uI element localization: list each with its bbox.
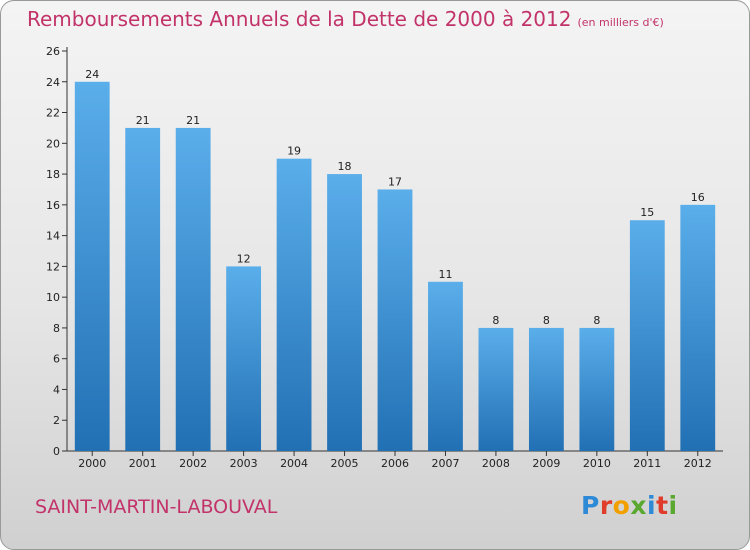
logo-letter: i	[647, 491, 657, 520]
chart-title-unit: (en milliers d'€)	[577, 16, 664, 29]
x-tick-label: 2002	[179, 457, 207, 470]
bar-2012	[680, 204, 716, 451]
bar-2008	[478, 327, 514, 451]
bar-2009	[528, 327, 564, 451]
bar-2010	[579, 327, 615, 451]
y-tick-label: 8	[53, 322, 60, 335]
bar-value-label: 17	[388, 175, 402, 188]
x-tick-label: 2005	[331, 457, 359, 470]
bar-value-label: 8	[492, 314, 499, 327]
y-tick-label: 24	[46, 76, 60, 89]
y-tick-label: 26	[46, 45, 60, 58]
bar-value-label: 16	[691, 191, 705, 204]
bar-2006	[377, 189, 413, 451]
bar-value-label: 21	[186, 114, 200, 127]
y-tick-label: 16	[46, 199, 60, 212]
y-tick-label: 10	[46, 291, 60, 304]
logo-letter: P	[581, 491, 600, 520]
x-tick-label: 2004	[280, 457, 308, 470]
chart-title-main: Remboursements Annuels de la Dette de 20…	[27, 7, 572, 31]
y-tick-label: 22	[46, 107, 60, 120]
logo-letter: r	[599, 491, 613, 520]
bar-2007	[428, 281, 463, 451]
bar-value-label: 8	[593, 314, 600, 327]
x-tick-label: 2007	[431, 457, 459, 470]
x-tick-label: 2012	[684, 457, 712, 470]
y-tick-label: 18	[46, 168, 60, 181]
chart-title: Remboursements Annuels de la Dette de 20…	[27, 7, 664, 31]
logo-letter: t	[656, 491, 669, 520]
logo-letter: i	[668, 491, 678, 520]
y-tick-label: 14	[46, 230, 60, 243]
x-tick-label: 2008	[482, 457, 510, 470]
bar-value-label: 24	[85, 68, 99, 81]
x-tick-label: 2006	[381, 457, 409, 470]
x-tick-label: 2010	[583, 457, 611, 470]
y-tick-label: 2	[53, 414, 60, 427]
bar-value-label: 19	[287, 145, 301, 158]
bar-value-label: 11	[438, 268, 452, 281]
bar-value-label: 18	[338, 160, 352, 173]
proxiti-logo: Proxiti	[581, 491, 678, 520]
commune-name: SAINT-MARTIN-LABOUVAL	[35, 496, 278, 518]
y-tick-label: 6	[53, 353, 60, 366]
bar-value-label: 8	[543, 314, 550, 327]
bar-2004	[276, 158, 312, 451]
bar-2011	[629, 220, 665, 451]
x-tick-label: 2000	[78, 457, 106, 470]
logo-letter: x	[630, 491, 647, 520]
y-tick-label: 12	[46, 260, 60, 273]
chart-bars: 24 21 21 12 19 18 17 11 8 8 8 15 16	[74, 68, 716, 452]
y-tick-label: 0	[53, 445, 60, 458]
bar-2005	[327, 174, 362, 452]
y-tick-label: 4	[53, 383, 60, 396]
x-tick-label: 2001	[129, 457, 157, 470]
x-tick-label: 2003	[230, 457, 258, 470]
bar-value-label: 15	[640, 206, 654, 219]
bar-2002	[175, 127, 211, 451]
y-tick-label: 20	[46, 137, 60, 150]
x-tick-label: 2011	[633, 457, 661, 470]
logo-letter: o	[612, 491, 631, 520]
x-tick-label: 2009	[532, 457, 560, 470]
bar-value-label: 21	[136, 114, 150, 127]
bar-2003	[226, 266, 262, 451]
bar-2000	[74, 81, 110, 452]
bar-value-label: 12	[237, 252, 251, 265]
bar-2001	[125, 127, 161, 451]
